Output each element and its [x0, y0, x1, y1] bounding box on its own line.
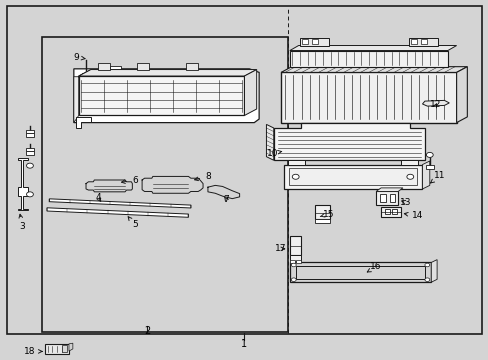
Text: 16: 16: [366, 262, 381, 272]
Bar: [410, 39, 416, 44]
Bar: [44, 344, 69, 354]
Bar: [408, 38, 437, 45]
Text: 4: 4: [95, 193, 101, 202]
Polygon shape: [18, 158, 27, 211]
Bar: [185, 63, 198, 69]
Polygon shape: [244, 69, 256, 116]
Bar: [289, 235, 300, 255]
Text: 1: 1: [241, 339, 247, 349]
Bar: [103, 72, 110, 76]
Text: 11: 11: [430, 171, 445, 183]
Bar: [137, 63, 149, 69]
Text: 3: 3: [19, 214, 25, 231]
Bar: [302, 39, 307, 44]
Bar: [384, 209, 389, 215]
Bar: [26, 148, 34, 151]
Bar: [379, 194, 385, 202]
Text: 6: 6: [122, 176, 138, 185]
Text: 15: 15: [320, 210, 334, 219]
Bar: [289, 260, 294, 263]
Text: 14: 14: [404, 211, 423, 220]
Bar: [400, 160, 417, 165]
Bar: [389, 194, 394, 202]
Circle shape: [291, 263, 296, 267]
Bar: [289, 50, 447, 67]
Bar: [80, 78, 92, 81]
Text: 13: 13: [399, 198, 410, 207]
Polygon shape: [266, 125, 273, 160]
Bar: [289, 168, 416, 185]
Text: 2: 2: [143, 325, 150, 336]
Bar: [62, 345, 67, 352]
Bar: [295, 266, 425, 279]
Bar: [380, 207, 400, 217]
Text: 7: 7: [223, 194, 228, 203]
Bar: [315, 220, 329, 223]
Circle shape: [406, 174, 413, 179]
Bar: [110, 66, 121, 71]
Polygon shape: [422, 100, 448, 106]
Polygon shape: [69, 343, 73, 351]
Polygon shape: [74, 69, 259, 123]
Text: 8: 8: [194, 172, 210, 181]
Bar: [299, 38, 328, 45]
Bar: [26, 130, 34, 134]
Bar: [26, 134, 34, 137]
Bar: [375, 192, 397, 205]
Polygon shape: [47, 208, 188, 217]
Text: 18: 18: [24, 347, 42, 356]
Polygon shape: [74, 69, 91, 123]
Bar: [420, 39, 426, 44]
Circle shape: [424, 263, 429, 267]
Bar: [289, 262, 430, 282]
Circle shape: [26, 163, 33, 168]
Bar: [26, 151, 34, 155]
Polygon shape: [375, 188, 402, 192]
Bar: [79, 76, 244, 116]
Polygon shape: [422, 161, 429, 189]
Circle shape: [26, 192, 33, 197]
Bar: [311, 39, 317, 44]
Polygon shape: [430, 260, 436, 282]
Bar: [425, 165, 433, 168]
Bar: [98, 63, 110, 69]
Polygon shape: [49, 199, 190, 208]
Polygon shape: [79, 69, 256, 76]
Bar: [315, 205, 329, 220]
Text: 5: 5: [128, 217, 138, 229]
Circle shape: [424, 278, 429, 282]
Text: 17: 17: [275, 244, 286, 253]
Text: 9: 9: [73, 53, 85, 62]
Polygon shape: [281, 67, 467, 72]
Bar: [391, 209, 396, 215]
Circle shape: [292, 174, 299, 179]
Bar: [289, 255, 300, 261]
Polygon shape: [456, 67, 467, 123]
Polygon shape: [273, 123, 424, 160]
Circle shape: [291, 278, 296, 282]
Bar: [288, 160, 305, 165]
Bar: [295, 260, 300, 263]
Bar: [82, 73, 90, 77]
Bar: [283, 165, 422, 189]
Bar: [42, 37, 288, 332]
Polygon shape: [289, 45, 456, 50]
Bar: [281, 72, 456, 123]
Circle shape: [426, 152, 432, 157]
Polygon shape: [76, 117, 91, 128]
Text: 10: 10: [266, 149, 281, 158]
Text: 12: 12: [429, 100, 441, 109]
